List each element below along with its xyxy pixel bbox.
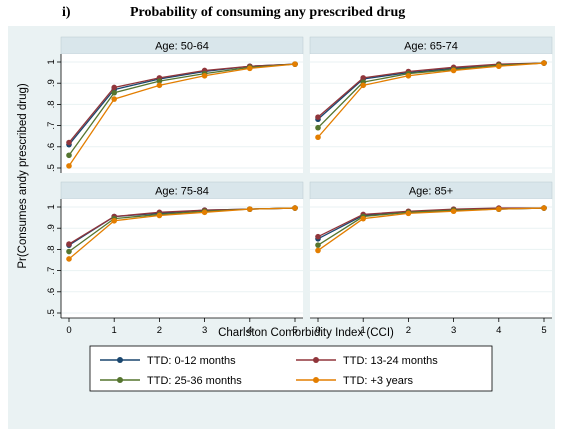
- title-number: i): [62, 5, 71, 20]
- x-axis-title: Charlston Comorbidity Index (CCI): [218, 327, 394, 339]
- series-line: [68, 63, 296, 156]
- panel-plot-area: [61, 199, 303, 318]
- data-point: [111, 84, 117, 91]
- legend-marker: [117, 357, 123, 363]
- data-point: [66, 241, 72, 247]
- x-tick-label: 0: [66, 325, 71, 336]
- legend-label: TTD: 13-24 months: [343, 355, 438, 367]
- title-text: Probability of consuming any prescribed …: [130, 5, 406, 20]
- legend-label: TTD: 0-12 months: [147, 355, 236, 367]
- series-line: [68, 207, 296, 260]
- series-line: [317, 207, 545, 251]
- x-tick-label: 5: [292, 325, 297, 336]
- data-point: [450, 67, 457, 74]
- panel-title: Age: 50-64: [155, 41, 209, 53]
- x-tick-label: 2: [406, 325, 411, 336]
- series-line: [68, 63, 296, 167]
- y-axis-title: Pr(Consumes andy prescribed drug): [17, 83, 29, 269]
- figure-title: i) Probability of consuming any prescrib…: [0, 0, 563, 26]
- y-tick-label: 1: [46, 204, 57, 209]
- data-point: [66, 248, 72, 255]
- y-tick-label: .9: [46, 79, 57, 87]
- legend-box: [89, 345, 493, 392]
- y-tick-label: .8: [46, 100, 57, 108]
- data-point: [315, 233, 321, 240]
- panel-plot-area: [310, 199, 552, 318]
- legend-marker: [117, 377, 123, 383]
- series-line: [317, 62, 545, 129]
- series-line: [68, 63, 296, 143]
- data-point: [111, 96, 117, 102]
- legend-marker: [313, 357, 319, 363]
- data-point: [315, 114, 321, 120]
- y-tick-label: .6: [46, 143, 57, 151]
- x-tick-label: 1: [112, 325, 117, 336]
- data-point: [201, 209, 208, 216]
- panel-title: Age: 75-84: [155, 186, 209, 198]
- data-point: [315, 134, 321, 141]
- data-point: [111, 217, 117, 224]
- data-point: [496, 63, 502, 70]
- y-tick-label: .7: [46, 122, 57, 130]
- x-tick-label: 4: [496, 325, 501, 336]
- legend-label: TTD: 25-36 months: [147, 375, 242, 387]
- data-point: [405, 210, 412, 217]
- data-point: [315, 247, 321, 254]
- series-line: [317, 62, 545, 118]
- legend-label: TTD: +3 years: [343, 375, 413, 387]
- data-point: [360, 82, 367, 89]
- data-point: [201, 72, 208, 79]
- data-point: [111, 89, 117, 96]
- panel-title: Age: 65-74: [404, 41, 458, 53]
- x-tick-label: 2: [157, 325, 162, 336]
- x-tick-label: 1: [361, 325, 366, 336]
- data-point: [156, 82, 163, 89]
- y-tick-label: .5: [46, 309, 57, 317]
- chart-figure: Age: 50-64 .5 .6 .7 .8 .9 1 Age: 65-74 Age: 75-8…: [8, 26, 555, 429]
- data-point: [541, 60, 547, 66]
- x-tick-label: 5: [541, 325, 546, 336]
- data-point: [66, 256, 72, 262]
- x-tick-label: 3: [451, 325, 456, 336]
- y-tick-label: .9: [46, 224, 57, 232]
- series-line: [317, 207, 544, 238]
- series-line: [317, 62, 545, 138]
- data-point: [450, 208, 457, 215]
- data-point: [292, 205, 298, 211]
- panel-plot-area: [61, 54, 303, 173]
- data-point: [156, 212, 163, 219]
- data-point: [66, 163, 72, 169]
- data-point: [315, 242, 321, 248]
- data-point: [496, 206, 502, 212]
- data-point: [292, 61, 298, 67]
- y-tick-label: .6: [46, 288, 57, 296]
- y-tick-label: 1: [46, 59, 57, 64]
- y-tick-label: .8: [46, 245, 57, 253]
- y-tick-label: .7: [46, 267, 57, 275]
- x-tick-label: 3: [202, 325, 207, 336]
- x-tick-label: 4: [247, 325, 252, 336]
- data-point: [315, 124, 321, 131]
- panel-plot-area: [310, 54, 552, 173]
- data-point: [66, 152, 72, 159]
- data-point: [156, 78, 163, 84]
- data-point: [360, 75, 367, 81]
- data-point: [247, 65, 253, 72]
- x-tick-label: 0: [315, 325, 320, 336]
- data-point: [541, 205, 547, 211]
- panel-title: Age: 85+: [409, 186, 453, 198]
- data-point: [247, 206, 253, 212]
- legend-marker: [313, 377, 319, 383]
- data-point: [360, 215, 367, 222]
- data-point: [405, 72, 412, 79]
- y-tick-label: .5: [46, 164, 57, 172]
- data-point: [66, 139, 72, 146]
